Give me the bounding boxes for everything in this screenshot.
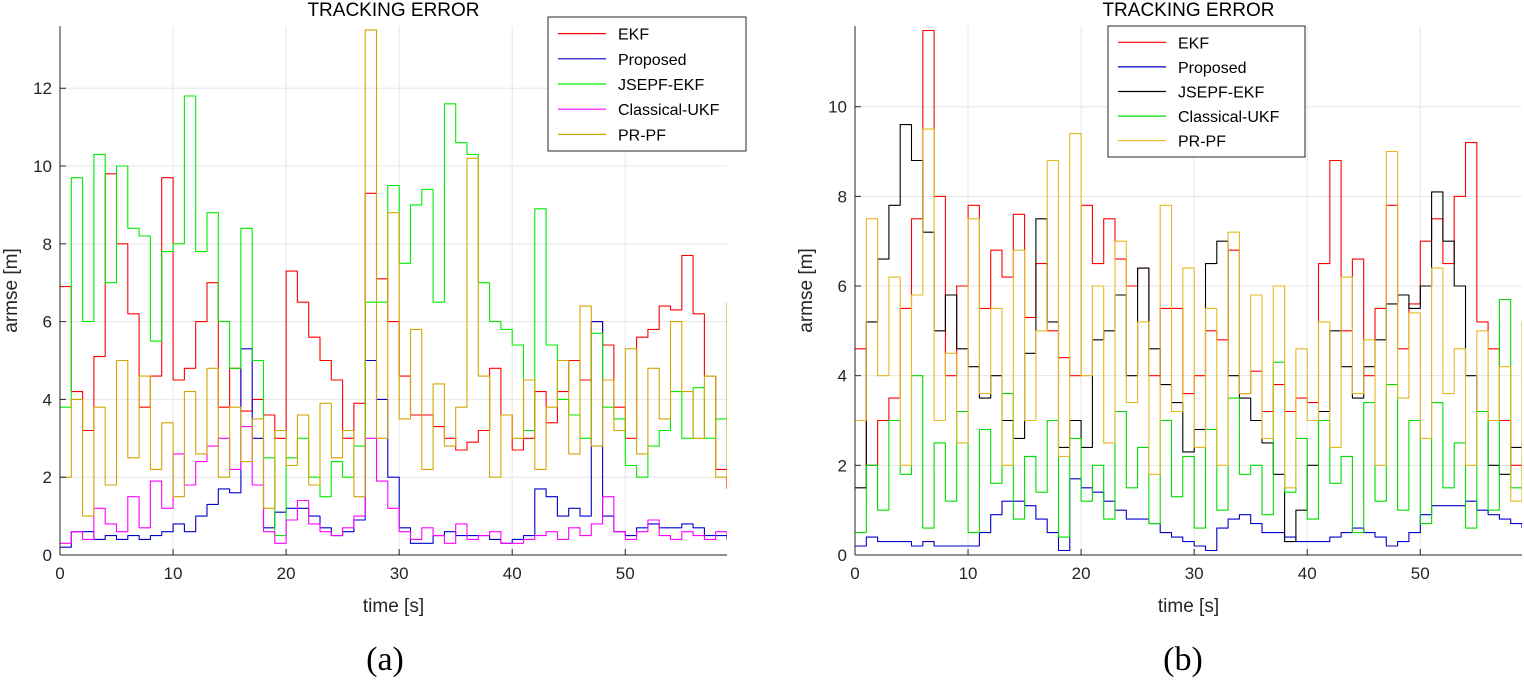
panel-b-x-tick-label: 0 <box>850 564 859 583</box>
panel-a-y-tick-label: 12 <box>33 79 52 98</box>
panel-a-y-tick-label: 2 <box>43 468 52 487</box>
panel-a-x-tick-label: 0 <box>55 564 64 583</box>
panel-a-x-tick-label: 50 <box>616 564 635 583</box>
panel-b-legend-label: PR-PF <box>1178 134 1226 151</box>
panel-a-series-line-pr-pf <box>60 29 727 517</box>
panel-b-x-tick-label: 30 <box>1185 564 1204 583</box>
panel-b-series-line-classical-ukf <box>855 298 1522 538</box>
panel-a-legend: EKF Proposed JSEPF-EKF Classical-UKF PR-PF <box>547 16 747 152</box>
panel-b-y-tick-label: 8 <box>838 187 847 206</box>
chart-panel-b: 0 10 20 30 40 50 0 2 4 6 8 10 time [s] armse [m] TRACK… <box>796 0 1522 678</box>
panel-b-caption: (b) <box>1163 641 1203 678</box>
panel-a-x-tick-label: 20 <box>277 564 296 583</box>
panel-b-x-axis-label: time [s] <box>1158 596 1219 617</box>
panel-b-legend: EKF Proposed JSEPF-EKF Classical-UKF PR-PF <box>1107 25 1306 158</box>
panel-a-y-tick-label: 4 <box>43 390 52 409</box>
panel-b-y-axis-label: armse [m] <box>796 248 817 332</box>
panel-a-x-tick-label: 30 <box>390 564 409 583</box>
panel-b-legend-label: Proposed <box>1178 60 1247 77</box>
panel-a-x-tick-label: 10 <box>164 564 183 583</box>
panel-b-y-tick-label: 4 <box>838 367 847 386</box>
panel-b-y-tick-label: 0 <box>838 546 847 565</box>
panel-a-y-tick-label: 8 <box>43 235 52 254</box>
panel-a-y-tick-label: 10 <box>33 157 52 176</box>
panel-b-x-tick-label: 20 <box>1072 564 1091 583</box>
panel-b-legend-label: JSEPF-EKF <box>1178 85 1264 102</box>
panel-b-y-tick-label: 6 <box>838 277 847 296</box>
panel-a-y-tick-label: 6 <box>43 313 52 332</box>
panel-a-legend-label: Proposed <box>618 52 687 69</box>
chart-panel-a: 0 10 20 30 40 50 0 2 4 6 8 10 12 time [s] armse [m] TRA… <box>1 0 747 678</box>
panel-a-chart-title: TRACKING ERROR <box>307 0 479 21</box>
panel-a-legend-label: JSEPF-EKF <box>618 77 704 94</box>
panel-b-series-line-proposed <box>855 478 1522 552</box>
panel-a-legend-label: Classical-UKF <box>618 102 720 119</box>
panel-a-y-axis-label: armse [m] <box>1 248 22 332</box>
panel-b-y-tick-label: 10 <box>828 98 847 117</box>
panel-a-legend-label: EKF <box>618 27 649 44</box>
panel-a-series-group <box>60 29 727 548</box>
panel-a-caption: (a) <box>366 641 404 678</box>
panel-a-y-tick-label: 0 <box>43 546 52 565</box>
panel-b-y-tick-label: 2 <box>838 456 847 475</box>
panel-b-chart-title: TRACKING ERROR <box>1102 0 1274 21</box>
panel-b-legend-label: Classical-UKF <box>1178 109 1280 126</box>
panel-b-x-tick-label: 10 <box>959 564 978 583</box>
panel-b-x-tick-label: 40 <box>1298 564 1317 583</box>
panel-a-series-line-classical-ukf <box>60 426 727 544</box>
panel-a-legend-label: PR-PF <box>618 127 666 144</box>
panel-a-series-line-proposed <box>60 321 727 548</box>
panel-b-series-line-pr-pf <box>855 128 1522 502</box>
panel-b-legend-label: EKF <box>1178 35 1209 52</box>
panel-b-series-line-jsepf-ekf <box>855 124 1522 543</box>
panel-a-x-tick-label: 40 <box>503 564 522 583</box>
panel-b-x-tick-label: 50 <box>1411 564 1430 583</box>
panel-a-series-line-ekf <box>60 173 727 489</box>
panel-a-x-axis-label: time [s] <box>363 596 424 617</box>
panel-b-series-group <box>855 29 1522 552</box>
